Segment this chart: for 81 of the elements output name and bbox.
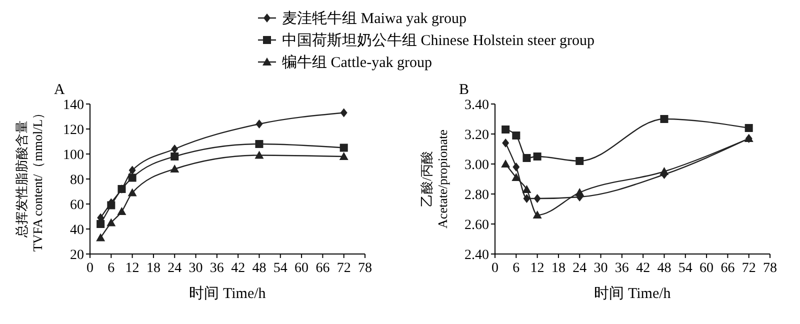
point bbox=[340, 108, 348, 118]
x-tick-label: 18 bbox=[551, 261, 566, 276]
x-tick-label: 12 bbox=[530, 261, 544, 276]
legend-label: 麦洼牦牛组 Maiwa yak group bbox=[282, 10, 467, 27]
point bbox=[128, 166, 136, 175]
x-tick-label: 42 bbox=[636, 261, 650, 276]
x-tick-label: 6 bbox=[108, 261, 115, 276]
point bbox=[512, 173, 521, 181]
point bbox=[96, 220, 105, 228]
y-tick-label: 2.60 bbox=[464, 218, 489, 233]
x-tick-label: 60 bbox=[294, 261, 309, 276]
x-tick-label: 18 bbox=[146, 261, 160, 276]
x-tick-label: 78 bbox=[763, 261, 777, 276]
x-tick-label: 66 bbox=[316, 261, 330, 276]
point bbox=[170, 152, 179, 160]
point bbox=[170, 164, 180, 172]
x-tick-label: 72 bbox=[742, 261, 756, 276]
point bbox=[117, 207, 126, 215]
y-tick-label: 80 bbox=[70, 173, 84, 188]
x-tick-label: 78 bbox=[358, 261, 372, 276]
point bbox=[533, 152, 542, 160]
y-tick-label: 3.20 bbox=[464, 128, 489, 143]
x-tick-label: 12 bbox=[125, 261, 140, 276]
y-axis-title: 乙酸/丙酸 Acetate/propionate bbox=[419, 129, 450, 228]
x-tick-label: 48 bbox=[657, 261, 672, 276]
point bbox=[340, 144, 348, 152]
text: B bbox=[459, 82, 470, 98]
x-axis-title: 时间 Time/h bbox=[189, 285, 266, 302]
x-tick-label: 54 bbox=[273, 261, 288, 276]
y-tick-label: 60 bbox=[70, 198, 84, 213]
point bbox=[171, 144, 178, 154]
x-tick-label: 30 bbox=[594, 261, 608, 276]
point bbox=[96, 233, 106, 242]
point bbox=[744, 124, 753, 132]
x-tick-label: 36 bbox=[614, 261, 629, 276]
y-tick-label: 2.40 bbox=[464, 248, 489, 263]
y-axis-title: 总挥发性脂肪酸含量 TVFA content/（mmol/L） bbox=[14, 106, 45, 252]
point bbox=[502, 126, 510, 134]
x-tick-label: 24 bbox=[572, 261, 587, 276]
x-tick-label: 0 bbox=[86, 261, 94, 276]
legend-label: 中国荷斯坦奶公牛组 Chinese Holstein steer group bbox=[282, 32, 594, 49]
x-tick-label: 48 bbox=[252, 261, 266, 276]
point bbox=[532, 210, 542, 218]
x-tick-label: 42 bbox=[231, 261, 246, 276]
y-tick-label: 20 bbox=[70, 248, 84, 263]
y-tick-label: 40 bbox=[70, 223, 84, 238]
x-tick-label: 72 bbox=[336, 261, 351, 276]
point bbox=[128, 174, 136, 182]
y-tick-label: 140 bbox=[63, 98, 84, 113]
x-tick-label: 24 bbox=[168, 261, 182, 276]
y-tick-label: 3.00 bbox=[464, 158, 489, 173]
x-axis-title: 时间 Time/h bbox=[594, 285, 672, 302]
point bbox=[534, 194, 541, 203]
point bbox=[522, 154, 531, 162]
point bbox=[512, 162, 520, 172]
x-tick-label: 0 bbox=[492, 261, 498, 276]
point bbox=[660, 115, 668, 123]
y-tick-label: 3.40 bbox=[464, 98, 489, 113]
point bbox=[106, 218, 116, 226]
point bbox=[502, 138, 510, 148]
x-tick-label: 6 bbox=[512, 261, 520, 276]
point bbox=[256, 120, 263, 128]
y-tick-label: 2.80 bbox=[464, 188, 489, 203]
point bbox=[522, 185, 532, 193]
x-tick-label: 60 bbox=[700, 261, 714, 276]
point bbox=[501, 160, 510, 168]
point bbox=[576, 157, 584, 165]
x-tick-label: 66 bbox=[720, 261, 735, 276]
legend-label: 犏牛组 Cattle-yak group bbox=[282, 54, 432, 71]
x-tick-label: 36 bbox=[210, 261, 224, 276]
point bbox=[512, 132, 520, 140]
text: A bbox=[54, 82, 65, 98]
y-tick-label: 100 bbox=[63, 148, 84, 163]
point bbox=[339, 152, 348, 160]
point bbox=[254, 150, 264, 159]
point bbox=[255, 140, 264, 148]
x-tick-label: 54 bbox=[678, 261, 692, 276]
x-tick-label: 30 bbox=[188, 261, 203, 276]
point bbox=[128, 188, 137, 196]
y-tick-label: 120 bbox=[63, 123, 84, 138]
point bbox=[523, 194, 530, 203]
